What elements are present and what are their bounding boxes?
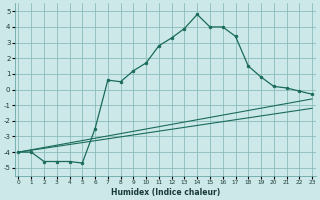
X-axis label: Humidex (Indice chaleur): Humidex (Indice chaleur)	[111, 188, 220, 197]
